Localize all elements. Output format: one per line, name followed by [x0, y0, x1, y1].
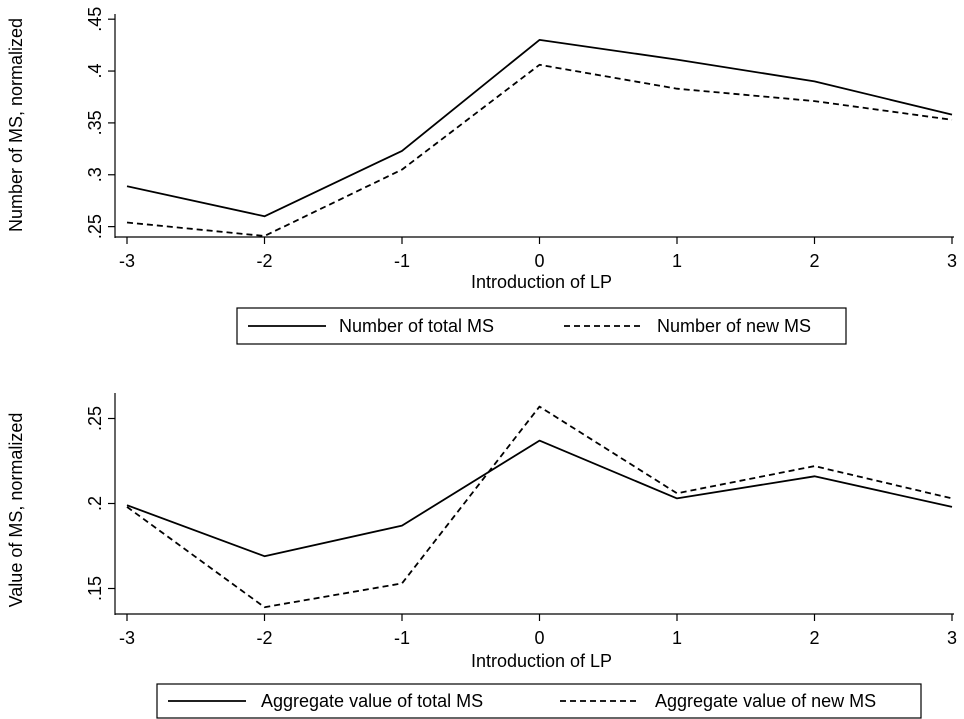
series-line-2 [126, 63, 953, 237]
legend: Number of total MS Number of new MS [236, 307, 847, 345]
y-tick-label: .25 [85, 214, 105, 239]
x-tick-label: 1 [672, 251, 682, 271]
series-line-1 [126, 439, 953, 558]
legend-box [236, 307, 847, 345]
legend: Aggregate value of total MS Aggregate val… [156, 683, 922, 719]
x-tick-label: 1 [672, 628, 682, 648]
chart-panel-1: .25 .3 .35 .4 .45 -3 -2 -1 0 1 2 3 Introduction of L… [6, 7, 957, 345]
x-tick-label: 2 [809, 251, 819, 271]
y-tick-label: .45 [85, 7, 105, 32]
x-tick-label: 3 [947, 628, 957, 648]
series-line-1 [126, 39, 953, 218]
x-tick-label: -3 [119, 628, 135, 648]
x-tick-label: -2 [256, 628, 272, 648]
x-tick-label: 0 [534, 628, 544, 648]
x-axis-title: Introduction of LP [471, 272, 612, 292]
y-axis-title: Value of MS, normalized [6, 413, 26, 608]
legend-label-2: Aggregate value of new MS [655, 691, 876, 711]
y-tick-label: .25 [85, 406, 105, 431]
series-line-2 [126, 405, 953, 609]
x-tick-label: 3 [947, 251, 957, 271]
chart-panel-2: .15 .2 .25 -3 -2 -1 0 1 2 3 Introduction of LP Valu… [6, 393, 957, 719]
y-tick-label: .2 [85, 496, 105, 511]
legend-box [156, 683, 922, 719]
y-tick-label: .4 [85, 64, 105, 79]
legend-label-1: Aggregate value of total MS [261, 691, 483, 711]
y-tick-label: .3 [85, 167, 105, 182]
x-tick-label: -2 [256, 251, 272, 271]
x-tick-label: -1 [394, 628, 410, 648]
legend-label-2: Number of new MS [657, 316, 811, 336]
y-tick-label: .15 [85, 576, 105, 601]
x-tick-label: -1 [394, 251, 410, 271]
x-tick-label: -3 [119, 251, 135, 271]
y-axis-title: Number of MS, normalized [6, 18, 26, 232]
x-tick-label: 2 [809, 628, 819, 648]
x-tick-label: 0 [534, 251, 544, 271]
legend-label-1: Number of total MS [339, 316, 494, 336]
y-tick-label: .35 [85, 110, 105, 135]
x-axis-title: Introduction of LP [471, 651, 612, 671]
